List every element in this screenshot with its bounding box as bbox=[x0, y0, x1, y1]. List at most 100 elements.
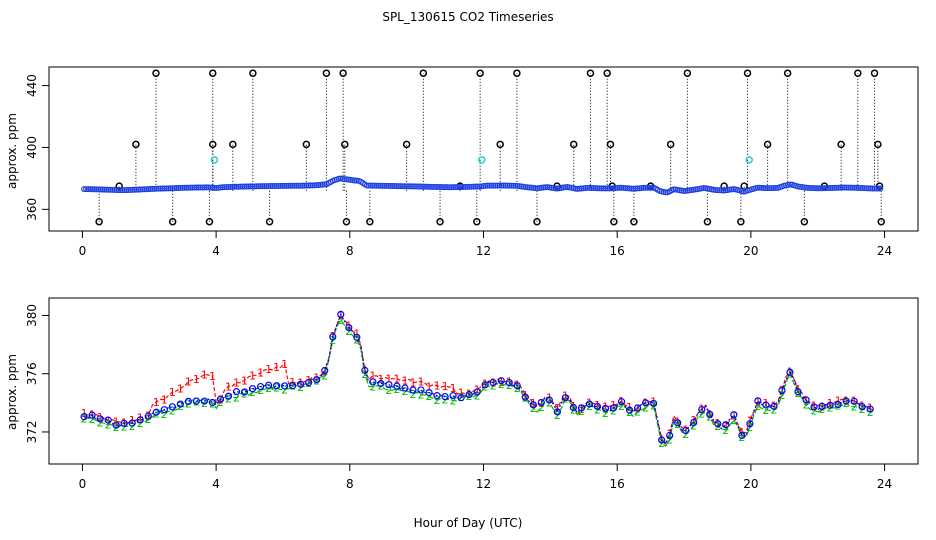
top-series-point bbox=[389, 183, 396, 190]
series-point-3 bbox=[120, 419, 128, 427]
series-point-1: 1 bbox=[803, 395, 810, 408]
top-series-point bbox=[115, 187, 122, 194]
series-point-3 bbox=[577, 404, 586, 412]
top-series-point bbox=[407, 183, 414, 190]
top-series-point bbox=[849, 184, 856, 191]
top-x-tick-label: 24 bbox=[877, 244, 892, 258]
top-series-point bbox=[247, 183, 254, 190]
series-point-2: 2 bbox=[281, 383, 288, 396]
top-series-point bbox=[440, 184, 447, 191]
top-series-point bbox=[851, 184, 858, 191]
top-series-point bbox=[871, 185, 878, 192]
top-series-point bbox=[253, 183, 260, 190]
series-point-2: 2 bbox=[698, 407, 705, 420]
series-point-1: 1 bbox=[297, 376, 304, 389]
top-series-point bbox=[670, 186, 677, 193]
top-series-point bbox=[869, 185, 876, 192]
top-series-point bbox=[644, 184, 651, 191]
top-series-point bbox=[710, 186, 717, 193]
top-series-point bbox=[199, 184, 206, 191]
series-point-2: 2 bbox=[482, 380, 489, 393]
top-series-point bbox=[229, 183, 236, 190]
series-point-3 bbox=[457, 394, 465, 402]
top-series-point bbox=[819, 185, 826, 192]
top-series-point bbox=[289, 182, 296, 189]
series-point-1: 1 bbox=[851, 394, 858, 407]
series-point-3 bbox=[377, 379, 385, 388]
series-point-2: 2 bbox=[530, 402, 537, 415]
top-series-point bbox=[91, 186, 98, 193]
series-point-3 bbox=[144, 412, 152, 420]
spike-point bbox=[152, 69, 160, 77]
series-point-1: 1 bbox=[185, 376, 192, 389]
top-series-point bbox=[197, 184, 204, 191]
top-series-point bbox=[159, 185, 166, 192]
series-point-3 bbox=[842, 397, 850, 405]
series-point-2: 2 bbox=[257, 384, 264, 397]
top-series-point bbox=[612, 185, 619, 192]
spike-point bbox=[476, 69, 484, 77]
series-point-3 bbox=[690, 418, 698, 427]
series-point-1: 1 bbox=[867, 402, 874, 415]
series-point-3 bbox=[409, 386, 417, 394]
top-series-point bbox=[187, 184, 194, 191]
top-series-point bbox=[861, 185, 868, 192]
top-series-point bbox=[373, 182, 380, 189]
series-point-2: 2 bbox=[803, 399, 810, 412]
series-point-1: 1 bbox=[393, 373, 400, 386]
series-point-2: 2 bbox=[554, 409, 561, 422]
series-point-2: 2 bbox=[578, 405, 585, 418]
top-x-tick-label: 8 bbox=[346, 244, 354, 258]
series-point-1: 1 bbox=[514, 378, 521, 391]
series-point-3 bbox=[313, 376, 321, 384]
spike-point bbox=[610, 217, 618, 226]
series-point-3 bbox=[802, 396, 810, 404]
series-point-3 bbox=[714, 420, 722, 428]
series-point-3 bbox=[433, 392, 441, 400]
top-series-point bbox=[622, 185, 629, 192]
top-series-point bbox=[434, 183, 441, 190]
top-series-point bbox=[283, 182, 290, 189]
series-point-3 bbox=[329, 333, 337, 341]
series-point-3 bbox=[152, 408, 160, 416]
series-point-1: 1 bbox=[570, 400, 577, 413]
top-series-point bbox=[241, 183, 248, 190]
top-series-point bbox=[714, 187, 721, 194]
series-point-2: 2 bbox=[233, 392, 240, 405]
series-point-2: 2 bbox=[153, 408, 160, 421]
series-point-2: 2 bbox=[337, 314, 344, 327]
top-series-point bbox=[468, 183, 475, 190]
top-series-point bbox=[167, 185, 174, 192]
top-series-point bbox=[786, 181, 793, 188]
series-point-3 bbox=[96, 415, 104, 423]
top-series-point bbox=[620, 184, 627, 191]
top-series-point bbox=[496, 182, 503, 189]
top-series-point bbox=[630, 185, 637, 192]
top-series-point bbox=[137, 186, 144, 193]
top-series-point bbox=[444, 184, 451, 191]
top-series-point bbox=[413, 183, 420, 190]
top-series-point bbox=[107, 186, 114, 193]
series-point-3 bbox=[810, 403, 818, 411]
series-point-3 bbox=[746, 420, 754, 428]
series-point-3 bbox=[481, 381, 489, 389]
spike-point bbox=[606, 140, 615, 149]
top-series-point bbox=[436, 184, 443, 191]
top-series-point bbox=[273, 182, 280, 189]
series-point-3 bbox=[465, 390, 473, 399]
top-series-point bbox=[369, 182, 376, 189]
series-point-3 bbox=[561, 394, 569, 402]
series-point-1: 1 bbox=[594, 399, 601, 412]
series-point-3 bbox=[674, 419, 682, 427]
series-point-2: 2 bbox=[602, 407, 609, 420]
top-series-point bbox=[173, 185, 180, 192]
spike-point bbox=[473, 217, 481, 226]
top-series-point bbox=[448, 184, 455, 191]
spike-point bbox=[877, 217, 885, 226]
top-series-point bbox=[600, 185, 607, 192]
series-point-3 bbox=[521, 393, 529, 401]
bottom-x-tick-label: 24 bbox=[877, 477, 892, 491]
series-point-1: 1 bbox=[714, 417, 721, 430]
